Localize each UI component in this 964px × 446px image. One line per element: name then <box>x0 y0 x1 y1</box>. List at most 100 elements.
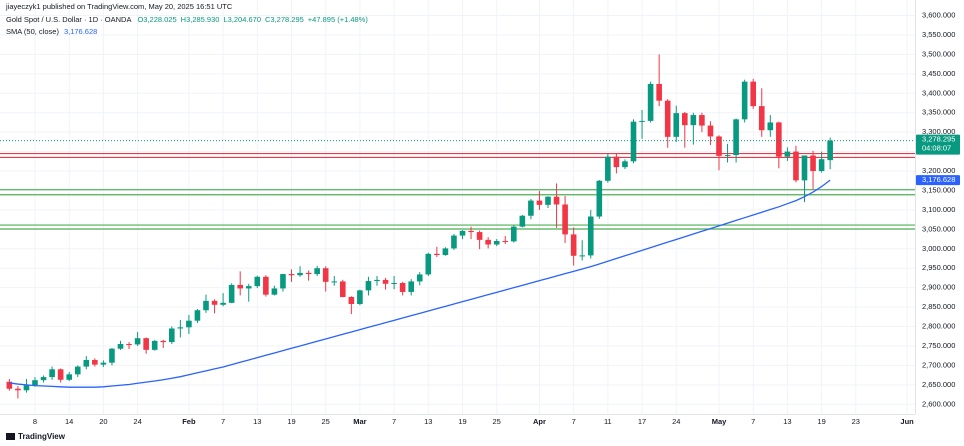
ohlc-label: C3,278.295 <box>265 15 304 24</box>
candle-body <box>117 344 124 349</box>
candle-body <box>228 284 235 303</box>
x-tick-label: Jun <box>900 417 914 426</box>
candle-body <box>169 328 175 343</box>
candle-body <box>314 268 320 275</box>
candle-body <box>143 338 149 350</box>
y-tick-label: 2,750.000 <box>922 341 955 350</box>
candle-body <box>553 196 560 205</box>
candle-body <box>391 282 397 284</box>
candle-body <box>237 284 243 289</box>
y-tick-label: 2,700.000 <box>922 360 955 369</box>
candle-body <box>263 276 269 295</box>
ohlc-label: H3,285.930 <box>181 15 220 24</box>
y-tick-label: 3,200.000 <box>922 166 955 175</box>
plot <box>0 54 915 399</box>
candle-body <box>673 113 680 137</box>
candle-body <box>340 281 346 297</box>
y-tick-label: 2,950.000 <box>922 263 955 272</box>
x-tick-label: 25 <box>322 417 330 426</box>
change-label: +47.895 (+1.48%) <box>308 15 369 24</box>
candle-body <box>613 156 620 168</box>
candle-body <box>545 196 551 205</box>
candle-body <box>280 274 286 289</box>
y-tick-label: 2,800.000 <box>922 322 955 331</box>
candle-body <box>32 380 38 386</box>
candle-body <box>690 115 697 126</box>
x-tick-label: 20 <box>99 417 107 426</box>
candle-body <box>357 290 363 304</box>
candle-body <box>425 253 432 275</box>
candle-body <box>827 140 833 161</box>
y-tick-label: 2,900.000 <box>922 283 955 292</box>
candle-body <box>502 241 509 243</box>
y-tick-label: 2,650.000 <box>922 380 955 389</box>
candle-body <box>6 381 13 389</box>
candle-body <box>810 155 816 172</box>
candle-body <box>442 248 449 256</box>
sma-tag <box>916 175 960 186</box>
candle-body <box>57 369 64 380</box>
candle-body <box>374 279 380 282</box>
x-tick-label: 8 <box>33 417 37 426</box>
y-tick-label: 3,500.000 <box>922 49 955 58</box>
candle-body <box>716 136 722 156</box>
x-tick-label: Feb <box>182 417 196 426</box>
y-tick-label: 2,600.000 <box>922 399 955 408</box>
y-tick-label: 3,000.000 <box>922 244 955 253</box>
candle-body <box>707 125 714 137</box>
x-tick-label: Apr <box>533 417 546 426</box>
x-tick-label: 23 <box>852 417 860 426</box>
candle-body <box>100 362 107 365</box>
x-tick-label: 7 <box>221 417 225 426</box>
y-tick-label: 3,600.000 <box>922 11 955 20</box>
candle-body <box>177 327 184 329</box>
ohlc-label: L3,204.670 <box>223 15 261 24</box>
x-tick-label: 24 <box>672 417 680 426</box>
y-tick-label: 2,850.000 <box>922 302 955 311</box>
candle-body <box>647 83 654 121</box>
candle-body <box>211 300 218 305</box>
candle-body <box>382 279 389 284</box>
candle-body <box>776 122 782 157</box>
candle-body <box>750 81 756 107</box>
footer: TradingView <box>18 432 66 441</box>
y-tick-label: 3,100.000 <box>922 205 955 214</box>
x-tick-label: 11 <box>604 417 612 426</box>
candle-body <box>134 338 141 345</box>
candle-body <box>793 151 799 181</box>
candle-body <box>476 232 483 240</box>
last-price-tag <box>916 134 960 155</box>
candle-body <box>579 255 585 257</box>
candle-body <box>758 106 765 131</box>
candle-body <box>528 200 534 216</box>
candle-body <box>699 115 705 126</box>
candle-body <box>434 253 440 256</box>
sma-line <box>9 179 831 388</box>
candle-body <box>245 286 252 289</box>
candle-body <box>408 281 414 292</box>
candle-body <box>305 272 312 275</box>
candle-body <box>254 276 261 287</box>
candle-body <box>818 159 825 172</box>
sma-tag-label: 3,176.628 <box>922 175 955 184</box>
last-price-label: 3,278.295 <box>922 135 955 144</box>
candle-body <box>15 388 21 391</box>
candle-body <box>203 300 209 311</box>
candle-body <box>74 366 81 375</box>
candle-body <box>741 81 748 120</box>
candle-body <box>733 119 739 156</box>
candle-body <box>493 241 500 245</box>
candle-body <box>109 348 115 363</box>
indicator: SMA (50, close) <box>6 27 59 36</box>
candle-body <box>297 272 303 276</box>
candle-body <box>399 282 406 292</box>
x-tick-label: 7 <box>572 417 576 426</box>
candle-body <box>66 374 72 380</box>
candle-body <box>664 100 671 137</box>
candle-body <box>562 204 568 235</box>
published-note: jiayeczyk1 published on TradingView.com,… <box>5 2 233 11</box>
candle-body <box>331 281 338 283</box>
candle-body <box>49 369 55 378</box>
x-tick-label: 7 <box>392 417 396 426</box>
